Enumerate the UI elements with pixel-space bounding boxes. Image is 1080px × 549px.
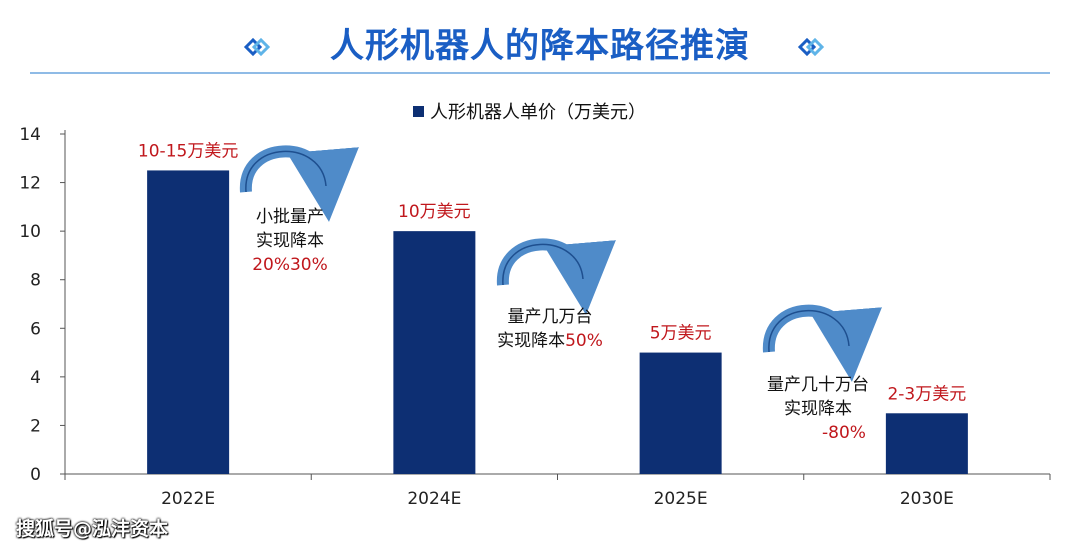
diamond-link-icon [243,37,271,57]
bar-value-label: 10-15万美元 [138,141,238,161]
x-tick-label: 2030E [900,489,954,509]
curved-arrow-outline [502,243,584,286]
curved-arrow-icon [239,145,359,222]
x-tick-label: 2025E [654,489,708,509]
curved-arrow-icon [496,238,616,315]
annotation-highlight: 50% [565,331,603,351]
annotation-text: 小批量产实现降本 20%30% [252,207,328,275]
curved-arrow-icon [762,304,882,382]
page-title: 人形机器人的降本路径推演 [330,26,750,66]
annotation-line: 实现降本 [256,231,324,251]
x-tick-label: 2022E [161,489,215,509]
annotation-line: 小批量产 [256,207,324,227]
bar-value-label: 5万美元 [650,324,712,344]
title-divider [30,72,1050,74]
y-tick-label: 4 [30,368,41,388]
chart-legend: 人形机器人单价（万美元） [413,100,646,123]
annotation-line: 量产几十万台 [767,375,869,395]
bar-2022E [147,170,230,474]
annotation-line: 实现降本 [497,331,565,351]
y-tick-label: 14 [19,125,41,145]
annotation-line: 实现降本 [784,399,852,419]
watermark-text: 搜狐号@泓沣资本 [16,518,169,540]
curved-arrow-outline [245,150,327,193]
curved-arrow-outline [768,310,850,353]
legend-label: 人形机器人单价（万美元） [430,102,646,123]
legend-swatch [413,105,424,117]
bar-2030E [885,413,968,474]
y-tick-label: 0 [30,465,41,485]
annotation-text: 量产几十万台实现降本 -80% [767,375,869,443]
y-tick-label: 10 [19,222,41,242]
title-bar: 人形机器人的降本路径推演 [0,0,1080,80]
y-tick-label: 8 [30,271,41,291]
annotation-text: 量产几万台实现降本50% [497,307,603,351]
y-tick-label: 6 [30,319,41,339]
annotation-line: 量产几万台 [508,307,593,327]
annotation-highlight: 20%30% [252,255,328,275]
bar-value-label: 2-3万美元 [887,384,966,404]
bar-2025E [639,352,722,474]
y-tick-label: 2 [30,416,41,436]
bar-value-label: 10万美元 [398,202,471,222]
bar-2024E [393,231,476,474]
diamond-link-icon [797,37,825,57]
x-tick-label: 2024E [407,489,461,509]
y-tick-label: 12 [19,174,41,194]
annotation-highlight: -80% [822,423,866,443]
